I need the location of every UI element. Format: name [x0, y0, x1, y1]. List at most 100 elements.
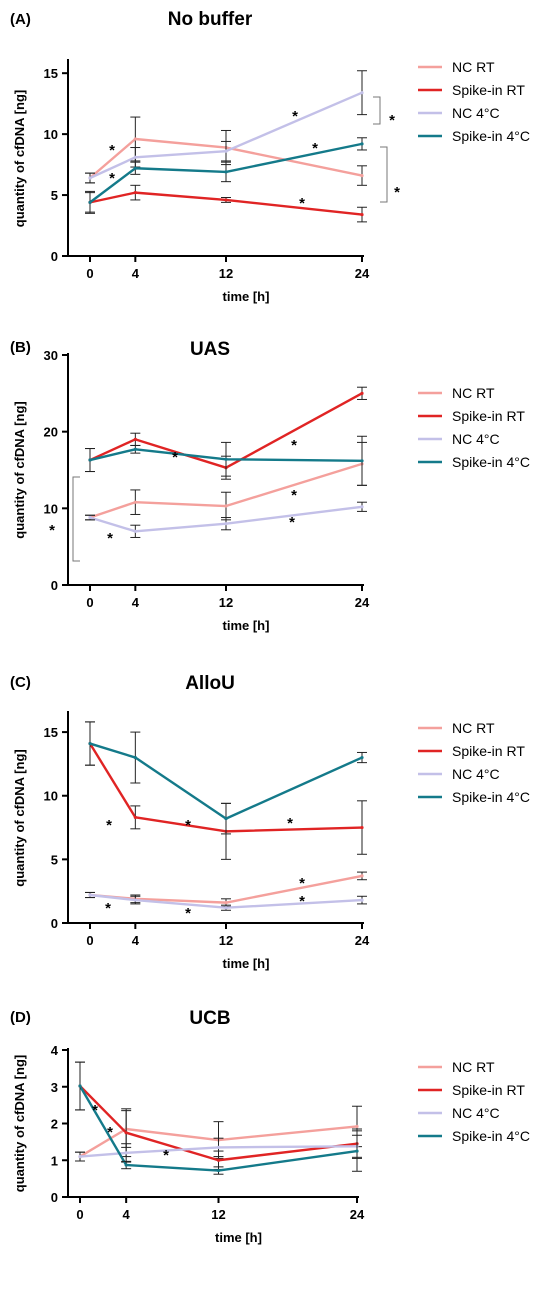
- x-tick-label: 24: [355, 266, 370, 281]
- series-line: [89, 191, 363, 216]
- data-point: [133, 447, 137, 451]
- data-point: [216, 1168, 221, 1173]
- panel-label: (D): [10, 1009, 31, 1026]
- data-point: [224, 901, 228, 905]
- y-tick-label: 1: [51, 1153, 58, 1168]
- data-point: [360, 755, 364, 760]
- y-tick-label: 0: [51, 578, 58, 593]
- legend-label: Spike-in RT: [452, 743, 525, 759]
- legend-label: Spike-in RT: [452, 1082, 525, 1098]
- legend-label: Spike-in RT: [452, 408, 525, 424]
- data-point: [133, 815, 137, 819]
- legend-label: Spike-in 4°C: [452, 789, 530, 805]
- data-point: [124, 1151, 128, 1155]
- series-line: [79, 1085, 358, 1162]
- data-point: [360, 91, 364, 95]
- significance-bracket: [373, 96, 381, 125]
- series-4: [85, 435, 367, 486]
- data-point: [355, 1149, 359, 1153]
- data-point: [88, 200, 92, 204]
- series-3: [85, 891, 367, 911]
- y-tick-label: 0: [51, 1190, 58, 1205]
- data-point: [360, 874, 364, 878]
- series-line: [79, 1125, 358, 1158]
- legend-label: NC 4°C: [452, 431, 500, 447]
- series-line: [89, 448, 363, 462]
- data-point: [124, 1131, 128, 1135]
- x-tick-label: 12: [219, 933, 233, 948]
- series-2: [85, 721, 367, 860]
- significance-star: *: [49, 522, 55, 539]
- data-point: [360, 898, 364, 902]
- data-point: [224, 198, 228, 202]
- chart-panel-3: (C) AlloU 0 5 10 15 0 4 12 24 quantity of cfDNA [n…: [10, 673, 530, 971]
- data-point: [216, 1145, 221, 1149]
- x-tick-label: 12: [219, 266, 233, 281]
- series-4: [75, 1061, 362, 1175]
- significance-star: *: [289, 514, 295, 531]
- legend-label: NC RT: [452, 720, 495, 736]
- data-point: [360, 825, 364, 830]
- x-tick-label: 4: [132, 266, 140, 281]
- x-tick-label: 24: [350, 1207, 365, 1222]
- x-tick-label: 4: [132, 595, 140, 610]
- data-point: [133, 755, 137, 760]
- y-axis-title: quantity of cfDNA [ng]: [12, 749, 27, 886]
- significance-star: *: [299, 875, 305, 892]
- series-4: [85, 137, 367, 214]
- data-point: [78, 1084, 82, 1088]
- legend-label: NC RT: [452, 59, 495, 75]
- panel-label: (C): [10, 674, 31, 691]
- y-tick-label: 0: [51, 249, 58, 264]
- data-point: [224, 817, 228, 821]
- series-2: [85, 184, 367, 223]
- series-4: [85, 721, 367, 835]
- series-line: [89, 893, 363, 909]
- x-tick-label: 0: [86, 266, 93, 281]
- data-point: [224, 457, 228, 461]
- series-line: [89, 137, 363, 179]
- series-line: [78, 1085, 358, 1172]
- data-point: [88, 893, 92, 897]
- data-point: [360, 505, 364, 509]
- legend-label: Spike-in 4°C: [452, 1128, 530, 1144]
- y-tick-label: 10: [44, 501, 58, 516]
- significance-star: *: [109, 170, 115, 187]
- x-tick-label: 12: [211, 1207, 225, 1222]
- significance-star: *: [185, 905, 191, 922]
- chart-title: UCB: [189, 1008, 230, 1029]
- data-point: [355, 1124, 359, 1129]
- data-point: [133, 166, 137, 170]
- y-tick-label: 5: [51, 852, 58, 867]
- x-tick-label: 0: [86, 595, 93, 610]
- x-tick-label: 0: [76, 1207, 83, 1222]
- data-point: [133, 155, 137, 159]
- significance-star: *: [291, 437, 297, 454]
- y-tick-label: 3: [51, 1080, 58, 1095]
- data-point: [88, 741, 92, 746]
- series-line: [88, 742, 363, 833]
- data-point: [133, 437, 137, 441]
- series-line: [89, 462, 363, 519]
- x-tick-label: 12: [219, 595, 233, 610]
- data-point: [133, 529, 137, 533]
- significance-bracket: [380, 146, 388, 203]
- significance-star: *: [299, 893, 305, 910]
- data-point: [360, 459, 364, 463]
- data-point: [124, 1163, 128, 1167]
- data-point: [133, 191, 137, 195]
- significance-star: *: [105, 900, 111, 917]
- x-tick-label: 24: [355, 595, 370, 610]
- series-line: [89, 505, 363, 533]
- data-point: [133, 137, 137, 141]
- significance-star: *: [299, 195, 305, 212]
- significance-star: *: [389, 112, 395, 129]
- data-point: [224, 149, 228, 153]
- significance-star: *: [107, 530, 113, 547]
- y-axis-title: quantity of cfDNA [ng]: [12, 401, 27, 538]
- chart-title: No buffer: [168, 9, 253, 30]
- y-tick-label: 30: [44, 348, 58, 363]
- y-tick-label: 15: [44, 725, 58, 740]
- legend-label: NC 4°C: [452, 766, 500, 782]
